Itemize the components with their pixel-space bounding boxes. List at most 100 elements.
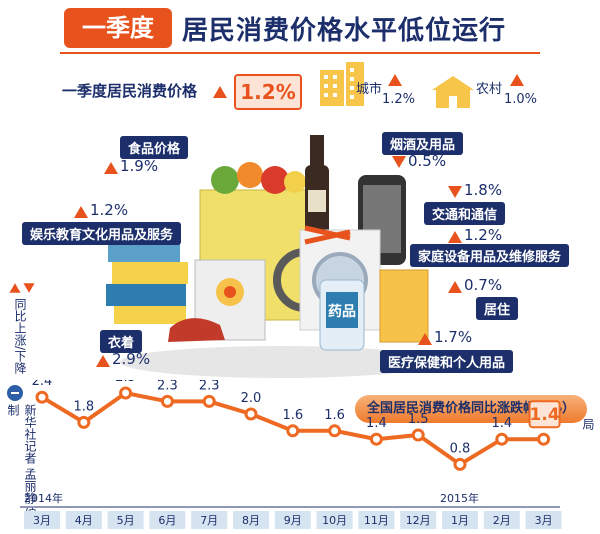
tick-bg (107, 511, 144, 529)
data-label: 0.8 (450, 441, 471, 456)
data-point (537, 432, 551, 446)
data-point (495, 432, 509, 446)
headline-value: 1.2% (234, 74, 302, 110)
household-label: 家庭设备用品及维修服务 (410, 244, 570, 267)
medical-label: 医疗保健和个人用品 (380, 350, 514, 373)
highlight-label-box (528, 400, 561, 429)
tick-bg (400, 511, 437, 529)
data-point (369, 432, 383, 446)
clothing-value: 2.9% (112, 350, 151, 368)
x-tick-label: 6月 (158, 514, 176, 527)
data-label: 1.8 (73, 399, 94, 414)
data-point (35, 390, 49, 404)
tobacco-down-icon (392, 156, 406, 168)
data-point (77, 415, 91, 429)
data-label: 2.4 (32, 380, 53, 389)
tick-bg (442, 511, 478, 529)
title-badge: 一季度 (64, 8, 172, 48)
data-label: 2.0 (241, 391, 262, 406)
tick-bg (483, 511, 520, 529)
tick-bg (358, 511, 395, 529)
x-tick-label: 12月 (406, 514, 431, 527)
food-label: 食品价格 (120, 136, 189, 159)
tobacco-value: 0.5% (408, 152, 447, 170)
year-label-2015: 2015年 (440, 491, 479, 505)
tick-bg (274, 511, 311, 529)
city-label: 城市 (356, 82, 383, 97)
data-label: 1.4 (366, 416, 387, 431)
data-label: 2.5 (115, 380, 136, 385)
cpi-line-chart: 2.4 3月 1.8 4月 2.5 5月 2.3 6月 2.3 7月 2.0 8月 1.6 9月 1.6 10… (20, 380, 562, 529)
tick-bg (316, 511, 353, 529)
data-point (119, 386, 133, 400)
title-underline (60, 52, 540, 54)
x-tick-label: 11月 (364, 514, 389, 527)
x-tick-label: 1月 (451, 514, 469, 527)
rural-up-icon (510, 74, 524, 86)
tick-bg (149, 511, 186, 529)
education-value: 1.2% (90, 201, 129, 219)
year-label-2014: 2014年 (24, 491, 63, 505)
page-title: 居民消费价格水平低位运行 (182, 16, 507, 46)
data-point (411, 428, 425, 442)
transport-label: 交通和通信 (424, 202, 506, 225)
data-label: 1.4 (491, 416, 512, 431)
data-point (244, 407, 258, 421)
side-label: 同比上涨/下降 (13, 298, 27, 375)
side-up-icon (9, 283, 21, 293)
xinhua-logo-icon (7, 385, 23, 401)
city-up-icon (388, 74, 402, 86)
credit-text: 新华社记者 孟丽静 编制 (6, 404, 37, 520)
city-building-icon (320, 62, 364, 106)
data-label: 2.3 (157, 380, 178, 393)
x-tick-label: 3月 (535, 514, 553, 527)
household-value: 1.2% (464, 226, 503, 244)
food-value: 1.9% (120, 157, 159, 175)
x-tick-label: 3月 (33, 514, 51, 527)
data-point (286, 424, 300, 438)
tick-bg (525, 511, 562, 529)
x-tick-label: 8月 (242, 514, 260, 527)
medical-up-icon (418, 333, 432, 345)
clothing-label: 衣着 (100, 330, 143, 353)
rural-value: 1.0% (504, 92, 538, 107)
city-value: 1.2% (382, 92, 416, 107)
rural-house-icon (432, 76, 474, 108)
clothing-up-icon (96, 355, 110, 367)
data-point (453, 457, 467, 471)
medical-value: 1.7% (434, 328, 473, 346)
data-label: 2.3 (199, 380, 220, 393)
tick-bg (24, 511, 60, 529)
headline-label: 一季度居民消费价格 (62, 82, 198, 100)
consumer-goods-illustration: 药品 (106, 135, 440, 378)
data-point (328, 424, 342, 438)
rural-label: 农村 (476, 82, 503, 97)
x-tick-label: 5月 (117, 514, 135, 527)
tick-bg (233, 511, 269, 529)
up-arrow-icon (213, 86, 227, 98)
data-point (202, 394, 216, 408)
data-point (160, 394, 174, 408)
data-label: 1.6 (324, 408, 345, 423)
tick-bg (191, 511, 228, 529)
transport-value: 1.8% (464, 181, 503, 199)
education-up-icon (74, 206, 88, 218)
x-tick-label: 2月 (493, 514, 511, 527)
tobacco-label: 烟酒及用品 (382, 132, 464, 155)
x-tick-label: 9月 (284, 514, 302, 527)
household-up-icon (448, 231, 462, 243)
side-down-icon (23, 283, 35, 293)
education-label: 娱乐教育文化用品及服务 (22, 222, 182, 245)
source-text: 资料来源：国家统计局 (581, 418, 600, 526)
transport-down-icon (448, 186, 462, 198)
housing-label: 居住 (476, 297, 519, 320)
data-label: 1.5 (408, 412, 429, 427)
x-tick-label: 10月 (322, 514, 347, 527)
housing-value: 0.7% (464, 276, 503, 294)
medicine-label: 药品 (328, 303, 356, 320)
food-up-icon (104, 162, 118, 174)
data-label: 1.4 (530, 405, 560, 425)
housing-up-icon (448, 281, 462, 293)
data-label: 1.6 (282, 408, 303, 423)
x-tick-label: 4月 (75, 514, 93, 527)
